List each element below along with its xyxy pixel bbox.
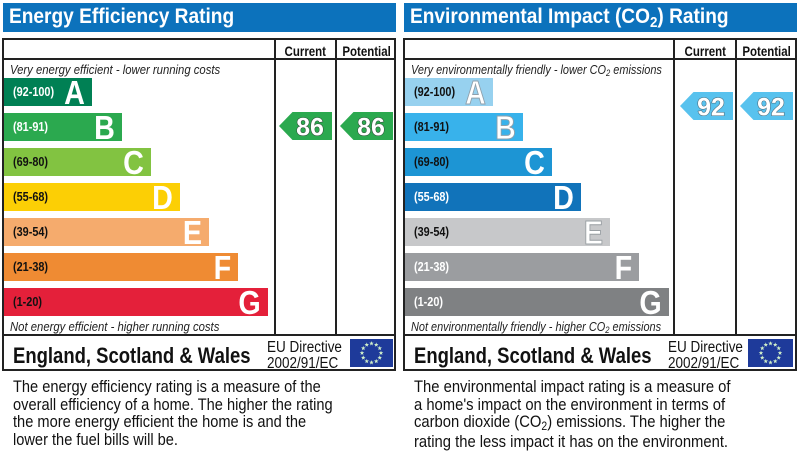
- svg-text:92: 92: [757, 94, 785, 121]
- svg-text:86: 86: [357, 114, 385, 141]
- svg-text:92: 92: [697, 94, 725, 121]
- svg-text:86: 86: [296, 114, 324, 141]
